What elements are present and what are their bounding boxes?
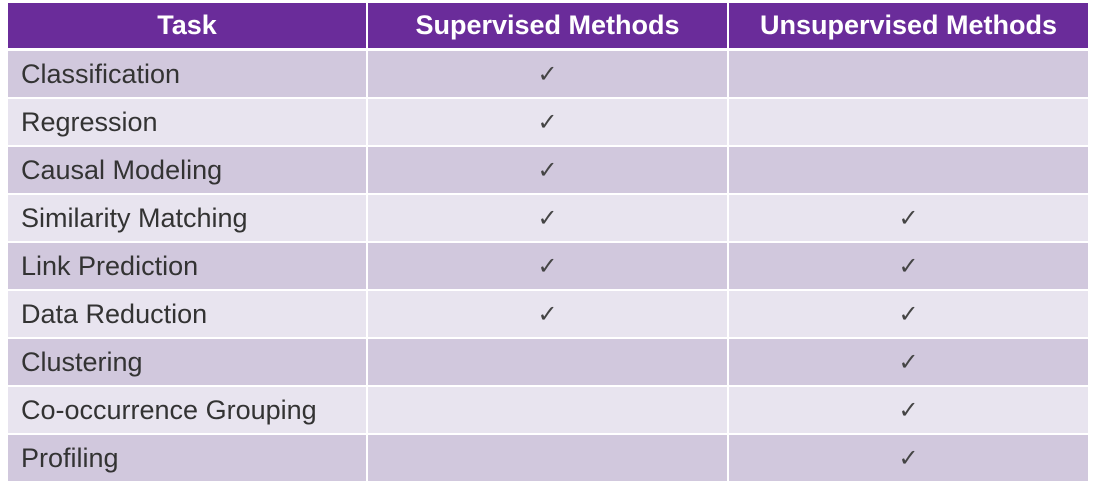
- supervised-check-icon: ✓: [366, 48, 729, 99]
- unsupervised-check-icon: ✓: [727, 385, 1090, 435]
- supervised-check-icon: ✓: [366, 241, 729, 291]
- table-container: Task Supervised Methods Unsupervised Met…: [6, 3, 1090, 483]
- header-row: Task Supervised Methods Unsupervised Met…: [6, 3, 1090, 51]
- task-cell: Regression: [6, 97, 368, 147]
- unsupervised-check-icon: [727, 97, 1090, 147]
- table-row: Co-occurrence Grouping ✓: [6, 385, 1090, 435]
- table-row: Regression ✓: [6, 97, 1090, 147]
- task-cell: Similarity Matching: [6, 193, 368, 243]
- supervised-check-icon: ✓: [366, 145, 729, 195]
- table-row: Causal Modeling ✓: [6, 145, 1090, 195]
- supervised-check-icon: [366, 337, 729, 387]
- unsupervised-check-icon: ✓: [727, 193, 1090, 243]
- table-row: Data Reduction ✓ ✓: [6, 289, 1090, 339]
- table-row: Similarity Matching ✓ ✓: [6, 193, 1090, 243]
- unsupervised-check-icon: ✓: [727, 289, 1090, 339]
- methods-table: Task Supervised Methods Unsupervised Met…: [6, 3, 1090, 483]
- task-cell: Profiling: [6, 433, 368, 483]
- task-cell: Link Prediction: [6, 241, 368, 291]
- unsupervised-check-icon: ✓: [727, 337, 1090, 387]
- task-cell: Data Reduction: [6, 289, 368, 339]
- supervised-check-icon: ✓: [366, 289, 729, 339]
- supervised-check-icon: ✓: [366, 193, 729, 243]
- task-cell: Classification: [6, 48, 368, 99]
- table-header: Task Supervised Methods Unsupervised Met…: [6, 3, 1090, 51]
- unsupervised-check-icon: ✓: [727, 433, 1090, 483]
- unsupervised-check-icon: [727, 145, 1090, 195]
- table-row: Classification ✓: [6, 48, 1090, 99]
- header-supervised-methods: Supervised Methods: [366, 3, 729, 51]
- table-row: Link Prediction ✓ ✓: [6, 241, 1090, 291]
- table-body: Classification ✓ Regression ✓ Causal Mod…: [6, 48, 1090, 483]
- task-cell: Clustering: [6, 337, 368, 387]
- table-row: Clustering ✓: [6, 337, 1090, 387]
- supervised-check-icon: ✓: [366, 97, 729, 147]
- header-task: Task: [6, 3, 368, 51]
- table-row: Profiling ✓: [6, 433, 1090, 483]
- unsupervised-check-icon: ✓: [727, 241, 1090, 291]
- header-unsupervised-methods: Unsupervised Methods: [727, 3, 1090, 51]
- task-cell: Causal Modeling: [6, 145, 368, 195]
- task-cell: Co-occurrence Grouping: [6, 385, 368, 435]
- supervised-check-icon: [366, 433, 729, 483]
- supervised-check-icon: [366, 385, 729, 435]
- unsupervised-check-icon: [727, 48, 1090, 99]
